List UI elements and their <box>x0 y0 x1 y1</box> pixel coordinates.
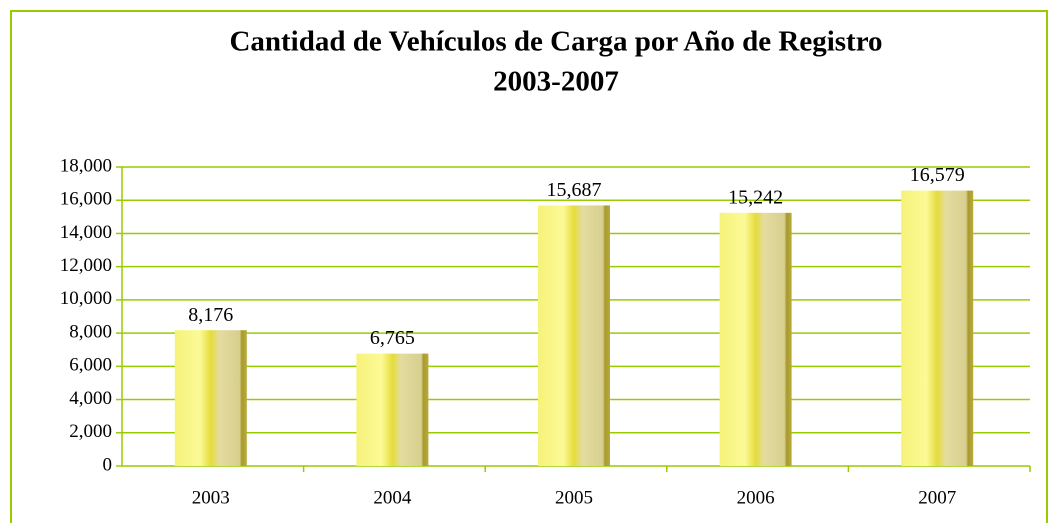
x-tick-label: 2007 <box>918 487 956 508</box>
chart-title: Cantidad de Vehículos de Carga por Año d… <box>229 26 882 58</box>
y-tick-label: 10,000 <box>60 288 112 309</box>
y-tick-label: 14,000 <box>60 222 112 243</box>
value-label: 16,579 <box>910 164 965 186</box>
value-label: 6,765 <box>370 327 415 349</box>
bar <box>901 190 974 467</box>
bar <box>174 330 247 466</box>
y-tick-label: 16,000 <box>60 189 112 210</box>
x-tick-label: 2005 <box>555 487 593 508</box>
value-label: 15,242 <box>728 186 783 208</box>
bar <box>356 353 429 466</box>
y-tick-label: 12,000 <box>60 255 112 276</box>
value-label: 8,176 <box>188 304 233 326</box>
x-tick-label: 2004 <box>373 487 412 508</box>
y-tick-label: 2,000 <box>69 421 112 442</box>
y-tick-label: 18,000 <box>60 155 112 176</box>
y-tick-label: 6,000 <box>69 355 112 376</box>
bar <box>719 212 792 466</box>
y-tick-label: 4,000 <box>69 388 112 409</box>
x-tick-label: 2003 <box>192 487 230 508</box>
chart-title: 2003-2007 <box>493 66 619 98</box>
y-tick-label: 8,000 <box>69 321 112 342</box>
bar <box>538 205 610 466</box>
value-label: 15,687 <box>547 179 602 201</box>
x-tick-label: 2006 <box>737 487 775 508</box>
y-tick-label: 0 <box>103 454 113 475</box>
